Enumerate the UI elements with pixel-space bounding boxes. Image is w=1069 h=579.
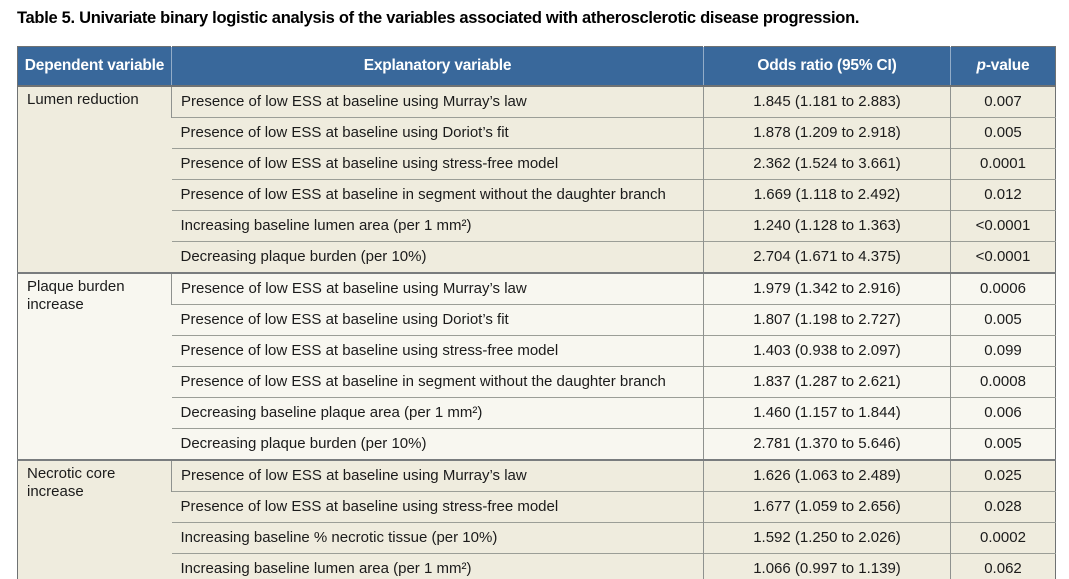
explanatory-variable-cell: Presence of low ESS at baseline using st… <box>171 335 704 367</box>
header-row: Dependent variable Explanatory variable … <box>17 46 1056 87</box>
explanatory-variable-cell: Presence of low ESS at baseline using Do… <box>171 304 704 336</box>
p-value-cell: 0.012 <box>950 179 1056 211</box>
p-value-cell: 0.006 <box>950 397 1056 429</box>
explanatory-variable-cell: Presence of low ESS at baseline using Mu… <box>171 272 704 305</box>
dependent-variable-cell: Necrotic core increase <box>17 459 172 579</box>
odds-ratio-cell: 1.878 (1.209 to 2.918) <box>703 117 951 149</box>
table-row: Presence of low ESS at baseline using Do… <box>18 304 1056 336</box>
odds-ratio-cell: 1.066 (0.997 to 1.139) <box>703 553 951 579</box>
explanatory-variable-cell: Presence of low ESS at baseline using Do… <box>171 117 704 149</box>
p-value-cell: 0.099 <box>950 335 1056 367</box>
odds-ratio-cell: 2.781 (1.370 to 5.646) <box>703 428 951 460</box>
explanatory-variable-cell: Decreasing plaque burden (per 10%) <box>171 428 704 460</box>
explanatory-variable-cell: Presence of low ESS at baseline using Mu… <box>171 86 704 118</box>
odds-ratio-cell: 1.592 (1.250 to 2.026) <box>703 522 951 554</box>
odds-ratio-cell: 1.807 (1.198 to 2.727) <box>703 304 951 336</box>
odds-ratio-cell: 2.704 (1.671 to 4.375) <box>703 241 951 273</box>
table-row: Presence of low ESS at baseline using st… <box>18 148 1056 180</box>
p-value-cell: 0.007 <box>950 86 1056 118</box>
col-header-explanatory-variable: Explanatory variable <box>171 46 704 87</box>
col-header-odds-ratio: Odds ratio (95% CI) <box>703 46 951 87</box>
p-value-italic: p <box>976 57 986 74</box>
p-value-cell: 0.0002 <box>950 522 1056 554</box>
explanatory-variable-cell: Presence of low ESS at baseline using st… <box>171 491 704 523</box>
odds-ratio-cell: 1.403 (0.938 to 2.097) <box>703 335 951 367</box>
odds-ratio-cell: 1.845 (1.181 to 2.883) <box>703 86 951 118</box>
table-row: Presence of low ESS at baseline in segme… <box>18 366 1056 398</box>
explanatory-variable-cell: Increasing baseline lumen area (per 1 mm… <box>171 210 704 242</box>
explanatory-variable-cell: Increasing baseline lumen area (per 1 mm… <box>171 553 704 579</box>
p-value-cell: 0.0001 <box>950 148 1056 180</box>
explanatory-variable-cell: Presence of low ESS at baseline in segme… <box>171 366 704 398</box>
p-value-cell: 0.025 <box>950 459 1056 492</box>
p-value-cell: 0.0006 <box>950 272 1056 305</box>
explanatory-variable-cell: Decreasing baseline plaque area (per 1 m… <box>171 397 704 429</box>
odds-ratio-cell: 1.979 (1.342 to 2.916) <box>703 272 951 305</box>
table-row: Presence of low ESS at baseline using Do… <box>18 117 1056 149</box>
logistic-analysis-table: Dependent variable Explanatory variable … <box>17 46 1056 579</box>
odds-ratio-cell: 1.677 (1.059 to 2.656) <box>703 491 951 523</box>
p-value-rest: -value <box>985 57 1030 74</box>
table-row: Decreasing plaque burden (per 10%) 2.781… <box>18 428 1056 460</box>
odds-ratio-cell: 2.362 (1.524 to 3.661) <box>703 148 951 180</box>
p-value-cell: <0.0001 <box>950 210 1056 242</box>
table-row: Presence of low ESS at baseline in segme… <box>18 179 1056 211</box>
explanatory-variable-cell: Presence of low ESS at baseline using Mu… <box>171 459 704 492</box>
p-value-cell: 0.005 <box>950 428 1056 460</box>
p-value-cell: 0.005 <box>950 304 1056 336</box>
table-row: Increasing baseline % necrotic tissue (p… <box>18 522 1056 554</box>
dependent-variable-cell: Plaque burden increase <box>17 272 172 460</box>
p-value-cell: 0.062 <box>950 553 1056 579</box>
p-value-cell: 0.0008 <box>950 366 1056 398</box>
odds-ratio-cell: 1.837 (1.287 to 2.621) <box>703 366 951 398</box>
table-row: Lumen reduction Presence of low ESS at b… <box>17 86 1056 273</box>
table-row: Presence of low ESS at baseline using st… <box>18 335 1056 367</box>
table-row: Decreasing baseline plaque area (per 1 m… <box>18 397 1056 429</box>
explanatory-variable-cell: Decreasing plaque burden (per 10%) <box>171 241 704 273</box>
odds-ratio-cell: 1.669 (1.118 to 2.492) <box>703 179 951 211</box>
col-header-dependent-variable: Dependent variable <box>17 46 172 87</box>
table-row: Presence of low ESS at baseline using st… <box>18 491 1056 523</box>
table-row: Increasing baseline lumen area (per 1 mm… <box>18 210 1056 242</box>
p-value-cell: <0.0001 <box>950 241 1056 273</box>
col-header-p-value: p-value <box>950 46 1056 87</box>
explanatory-variable-cell: Presence of low ESS at baseline in segme… <box>171 179 704 211</box>
p-value-cell: 0.028 <box>950 491 1056 523</box>
odds-ratio-cell: 1.240 (1.128 to 1.363) <box>703 210 951 242</box>
p-value-cell: 0.005 <box>950 117 1056 149</box>
table-row: Decreasing plaque burden (per 10%) 2.704… <box>18 241 1056 273</box>
table-title: Table 5. Univariate binary logistic anal… <box>17 9 860 27</box>
odds-ratio-cell: 1.460 (1.157 to 1.844) <box>703 397 951 429</box>
dependent-variable-cell: Lumen reduction <box>17 86 172 273</box>
odds-ratio-cell: 1.626 (1.063 to 2.489) <box>703 459 951 492</box>
explanatory-variable-cell: Increasing baseline % necrotic tissue (p… <box>171 522 704 554</box>
table-row: Plaque burden increase Presence of low E… <box>17 272 1056 460</box>
table-row: Necrotic core increase Presence of low E… <box>17 459 1056 579</box>
table-row: Increasing baseline lumen area (per 1 mm… <box>18 553 1056 579</box>
explanatory-variable-cell: Presence of low ESS at baseline using st… <box>171 148 704 180</box>
